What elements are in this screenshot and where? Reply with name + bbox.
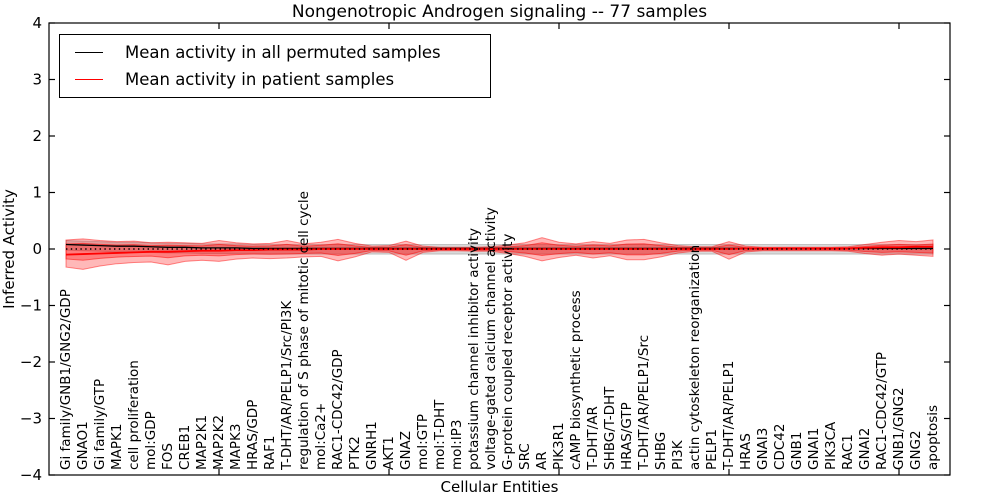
legend-item-patient: Mean activity in patient samples bbox=[75, 70, 490, 89]
x-tick-label: mol:IP3 bbox=[449, 419, 465, 470]
x-tick-label: T-DHT/AR/PELP1/Src/PI3K bbox=[279, 300, 295, 470]
y-tick-label: 2 bbox=[32, 127, 42, 145]
x-tick-label: PTK2 bbox=[347, 436, 363, 470]
x-tick-label: GNG2 bbox=[908, 430, 924, 470]
x-tick-label: T-DHT/AR/PELP1/Src bbox=[636, 334, 652, 470]
y-tick-label: 0 bbox=[32, 240, 42, 258]
band-patient-samples-spread-inner bbox=[65, 242, 934, 261]
x-tick-label: apoptosis bbox=[925, 404, 941, 470]
y-tick-label: −1 bbox=[20, 297, 42, 315]
x-tick-label: HRAS bbox=[738, 433, 754, 470]
y-tick-label: −3 bbox=[20, 410, 42, 428]
x-tick-label: RAC1 bbox=[840, 434, 856, 470]
x-tick-label: cAMP biosynthetic process bbox=[568, 290, 584, 470]
x-tick-label: voltage-gated calcium channel activity bbox=[483, 207, 499, 470]
legend: Mean activity in all permuted samples Me… bbox=[59, 34, 491, 98]
x-tick-label: GNAI2 bbox=[857, 427, 873, 470]
band-patient-samples-spread-outer bbox=[65, 237, 934, 270]
x-tick-label: MAP2K2 bbox=[211, 414, 227, 470]
x-tick-label: T-DHT/AR/PELP1 bbox=[721, 360, 737, 470]
x-tick-label: GNB1/GNG2 bbox=[891, 387, 907, 470]
legend-label-patient: Mean activity in patient samples bbox=[125, 70, 395, 89]
y-tick-label: −4 bbox=[20, 466, 42, 484]
y-tick-label: 3 bbox=[32, 71, 42, 89]
x-tick-label: CDC42 bbox=[772, 423, 788, 470]
x-tick-label: mol:GDP bbox=[143, 411, 159, 470]
x-tick-label: MAP2K1 bbox=[194, 414, 210, 470]
x-tick-label: HRAS/GTP bbox=[619, 402, 635, 470]
x-tick-label: T-DHT/AR bbox=[585, 406, 601, 470]
x-tick-label: mol:Ca2+ bbox=[313, 402, 329, 470]
x-tick-label: AKT1 bbox=[381, 436, 397, 470]
x-axis-title: Cellular Entities bbox=[440, 478, 559, 496]
x-tick-label: GNAO1 bbox=[75, 421, 91, 470]
y-tick-label: 4 bbox=[32, 14, 42, 32]
x-tick-label: actin cytoskeleton reorganization bbox=[687, 244, 703, 470]
x-tick-label: MAPK1 bbox=[109, 423, 125, 470]
y-tick-label: −2 bbox=[20, 353, 42, 371]
x-tick-label: regulation of S phase of mitotic cell cy… bbox=[296, 191, 312, 470]
x-tick-label: cell proliferation bbox=[126, 360, 142, 470]
x-tick-label: CREB1 bbox=[177, 424, 193, 470]
x-tick-label: GNAZ bbox=[398, 430, 414, 470]
x-tick-label: SHBG bbox=[653, 431, 669, 470]
permuted-line-swatch bbox=[75, 52, 103, 53]
legend-label-permuted: Mean activity in all permuted samples bbox=[125, 43, 441, 62]
x-tick-label: Gi family/GNB1/GNG2/GDP bbox=[58, 289, 74, 470]
legend-item-permuted: Mean activity in all permuted samples bbox=[75, 43, 490, 62]
y-tick-label: 1 bbox=[32, 184, 42, 202]
x-tick-label: potassium channel inhibitor activity bbox=[466, 227, 482, 470]
x-tick-label: GNAI3 bbox=[755, 427, 771, 470]
x-tick-label: AR bbox=[534, 451, 550, 470]
x-tick-label: HRAS/GDP bbox=[245, 399, 261, 470]
x-tick-label: SRC bbox=[517, 443, 533, 470]
chart-title: Nongenotropic Androgen signaling -- 77 s… bbox=[291, 2, 708, 22]
x-tick-label: G-protein coupled receptor activity bbox=[500, 233, 516, 470]
x-tick-label: mol:T-DHT bbox=[432, 399, 448, 470]
x-tick-label: RAF1 bbox=[262, 435, 278, 470]
x-tick-label: RAC1-CDC42/GDP bbox=[330, 349, 346, 470]
x-tick-label: GNAI1 bbox=[806, 427, 822, 470]
x-tick-label: PELP1 bbox=[704, 429, 720, 470]
x-tick-label: SHBG/T-DHT bbox=[602, 386, 618, 470]
x-tick-label: mol:GTP bbox=[415, 413, 431, 470]
x-tick-label: Gi family/GTP bbox=[92, 378, 108, 470]
x-tick-label: PIK3CA bbox=[823, 421, 839, 470]
patient-line-swatch bbox=[75, 79, 103, 80]
x-tick-label: PIK3R1 bbox=[551, 422, 567, 470]
x-tick-label: RAC1-CDC42/GTP bbox=[874, 351, 890, 470]
x-tick-label: PI3K bbox=[670, 440, 686, 470]
x-tick-label: GNB1 bbox=[789, 431, 805, 470]
x-tick-label: GNRH1 bbox=[364, 421, 380, 470]
x-tick-label: MAPK3 bbox=[228, 423, 244, 470]
x-tick-label: FOS bbox=[160, 443, 176, 470]
series-line-patient bbox=[65, 245, 933, 256]
